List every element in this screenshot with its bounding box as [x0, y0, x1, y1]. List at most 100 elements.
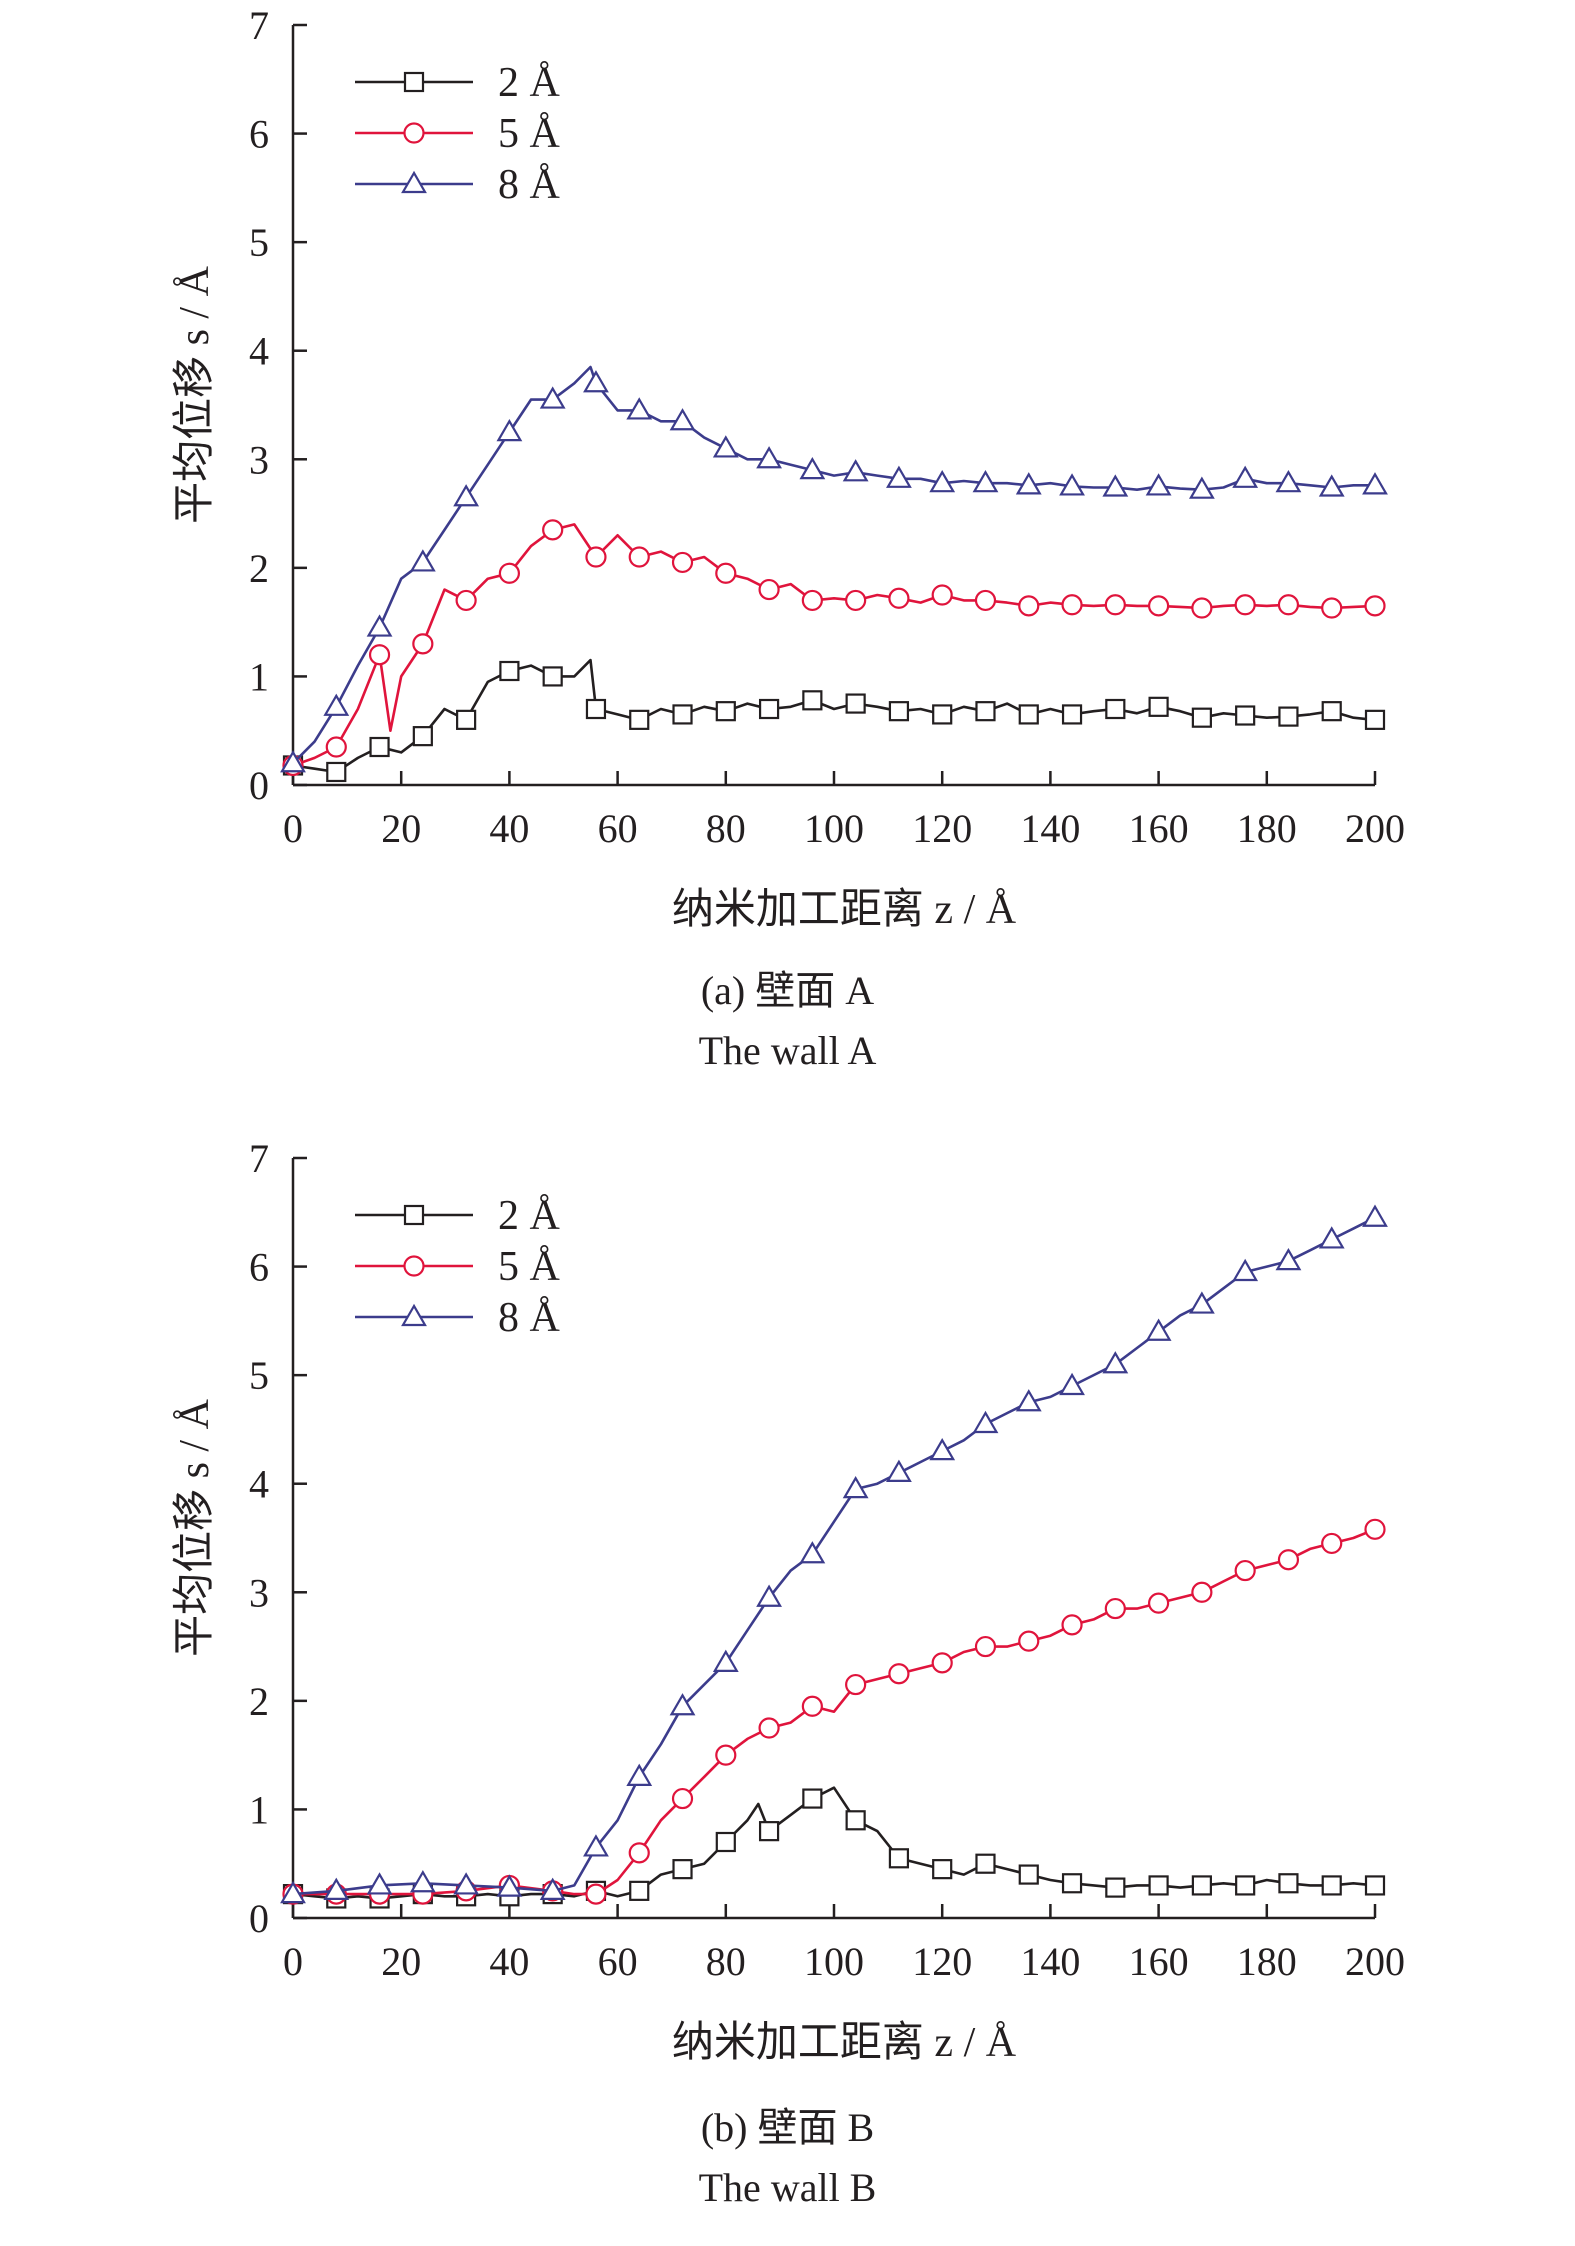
data-point-triangle — [1362, 472, 1388, 495]
data-point-square — [1278, 1873, 1299, 1894]
caption-b: (b) 壁面 B — [700, 2105, 875, 2150]
data-point-triangle — [323, 693, 350, 716]
y-tick-label: 0 — [249, 1896, 269, 1941]
y-tick-label: 0 — [249, 763, 269, 808]
data-point-square — [802, 1788, 823, 1809]
data-point-square — [845, 693, 866, 714]
data-point-circle — [1018, 595, 1040, 617]
data-point-circle — [931, 1652, 953, 1674]
data-point-circle — [455, 589, 477, 612]
data-point-triangle — [1232, 465, 1259, 488]
data-point-circle — [1364, 595, 1386, 617]
data-point-triangle — [929, 469, 956, 493]
data-point-square — [1105, 698, 1126, 720]
x-tick-label: 140 — [1020, 1939, 1080, 1984]
data-point-circle — [1104, 594, 1126, 616]
x-tick-label: 120 — [912, 806, 972, 851]
data-point-triangle — [972, 1410, 999, 1434]
data-point-triangle — [626, 1763, 653, 1786]
series-line-2 — [292, 1216, 1376, 1896]
legend-marker-circle — [403, 122, 425, 144]
data-point-circle — [1061, 594, 1083, 616]
data-point-square — [1148, 1875, 1169, 1896]
data-point-circle — [671, 551, 694, 574]
data-point-square — [975, 701, 996, 722]
data-point-triangle — [712, 1649, 739, 1672]
data-point-square — [715, 701, 736, 722]
x-tick-label: 160 — [1129, 1939, 1189, 1984]
data-point-circle — [845, 1673, 867, 1696]
data-point-circle — [888, 587, 910, 609]
legend-label: 8 Å — [498, 162, 561, 208]
data-point-circle — [1191, 1581, 1213, 1603]
data-point-circle — [1277, 1549, 1300, 1571]
x-tick-label: 180 — [1237, 1939, 1297, 1984]
x-tick-label: 200 — [1345, 806, 1405, 851]
y-tick-label: 6 — [249, 1245, 269, 1290]
data-point-circle — [801, 1695, 823, 1717]
data-point-circle — [368, 644, 391, 666]
y-tick-label: 1 — [249, 654, 269, 699]
data-point-circle — [1018, 1630, 1040, 1652]
x-tick-label: 100 — [804, 806, 864, 851]
data-point-circle — [1234, 594, 1256, 616]
data-point-circle — [1321, 1532, 1343, 1555]
data-point-circle — [1104, 1597, 1126, 1620]
data-point-triangle — [1362, 1204, 1388, 1227]
chart-b: 0 1 2 3 4 5 6 7 0 20 40 60 80 100 120 140 160 180 200 纳米加工距… — [171, 1136, 1405, 2066]
data-point-circle — [1364, 1518, 1386, 1540]
x-tick-label: 120 — [912, 1939, 972, 1984]
data-point-square — [1235, 1875, 1256, 1896]
data-point-triangle — [799, 456, 826, 480]
data-point-square — [1105, 1877, 1126, 1898]
data-point-circle — [758, 1717, 780, 1739]
data-point-circle — [1191, 597, 1213, 619]
data-point-triangle — [1232, 1258, 1259, 1282]
data-point-circle — [1147, 595, 1170, 617]
data-point-triangle — [886, 465, 912, 488]
series-line-1 — [293, 1528, 1376, 1896]
legend-marker-square — [403, 71, 425, 93]
x-tick-label: 180 — [1237, 806, 1297, 851]
data-point-square — [1018, 704, 1039, 725]
y-tick-label: 4 — [249, 1462, 269, 1507]
data-point-circle — [671, 1787, 694, 1810]
series-line-0 — [292, 658, 1376, 774]
legend-label: 5 Å — [498, 1244, 561, 1290]
data-point-triangle — [1188, 476, 1215, 499]
series-line-0 — [292, 1786, 1376, 1900]
data-point-square — [456, 709, 477, 730]
data-point-triangle — [799, 1541, 826, 1564]
x-tick-label: 140 — [1020, 806, 1080, 851]
y-tick-label: 3 — [249, 1570, 269, 1615]
data-point-circle — [628, 1842, 650, 1864]
data-point-triangle — [972, 469, 999, 493]
data-point-square — [1061, 1873, 1083, 1894]
y-tick-label: 3 — [249, 437, 269, 482]
data-point-square — [1364, 709, 1386, 730]
data-point-square — [1018, 1864, 1039, 1885]
data-point-square — [1321, 701, 1342, 722]
y-axis-label: 平均位移 s / Å — [171, 1398, 218, 1657]
x-tick-label: 20 — [381, 806, 421, 851]
data-point-circle — [585, 1883, 607, 1905]
data-point-triangle — [1102, 1351, 1129, 1374]
data-point-square — [629, 1880, 650, 1901]
y-tick-label: 2 — [249, 546, 269, 591]
x-tick-label: 80 — [706, 806, 746, 851]
y-tick-label: 2 — [249, 1679, 269, 1724]
data-point-triangle — [539, 386, 566, 409]
data-point-square — [542, 666, 563, 687]
data-point-triangle — [1318, 1226, 1345, 1249]
data-point-triangle — [1145, 1318, 1172, 1341]
y-axis-label: 平均位移 s / Å — [171, 265, 218, 524]
caption-b-en: The wall B — [698, 2165, 877, 2210]
x-axis-label: 纳米加工距离 z / Å — [672, 2019, 1017, 2066]
y-tick-label: 5 — [249, 1353, 269, 1398]
legend-marker-square — [403, 1204, 425, 1226]
data-point-triangle — [366, 1872, 393, 1895]
data-point-circle — [1321, 597, 1343, 619]
x-tick-label: 100 — [804, 1939, 864, 1984]
data-point-triangle — [280, 1880, 306, 1904]
series-line-2 — [292, 365, 1375, 765]
